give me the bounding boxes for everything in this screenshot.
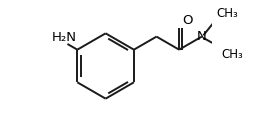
Text: H₂N: H₂N: [52, 31, 76, 44]
Text: N: N: [197, 30, 207, 43]
Text: O: O: [182, 14, 193, 27]
Text: CH₃: CH₃: [217, 7, 238, 20]
Text: CH₃: CH₃: [221, 48, 243, 61]
